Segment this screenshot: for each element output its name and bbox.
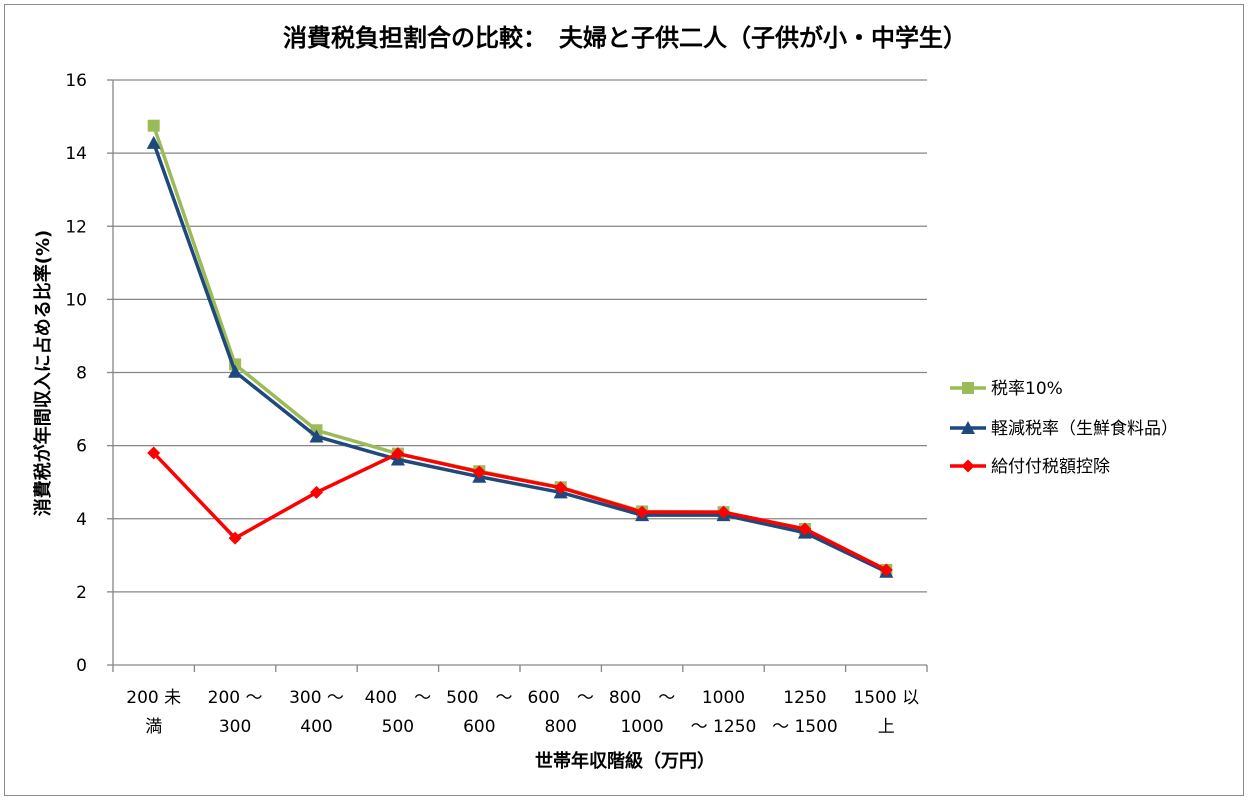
x-tick-label-9-1: 上 [878, 717, 895, 737]
data-point-1-0 [146, 135, 161, 149]
series-1 [146, 135, 894, 578]
y-axis-title: 消費税が年間収入に占める比率(%) [32, 230, 54, 517]
x-tick-label-0-0: 200 未 [126, 688, 181, 708]
chart-title: 消費税負担割合の比較： 夫婦と子供二人（子供が小・中学生） [283, 24, 967, 52]
y-tick-label-7: 14 [65, 144, 87, 164]
x-tick-labels: 200 未満 200 ～ 300 300 ～ 400 400 ～ 500 500 ～ 600 60… [126, 688, 919, 737]
x-tick-label-7-1: ～ 1250 [691, 717, 757, 737]
data-point-2-9 [879, 563, 893, 577]
legend-marker-0 [962, 382, 974, 394]
series-line-1 [152, 142, 888, 574]
legend-marker-1 [961, 421, 975, 434]
series-line-0 [152, 125, 888, 572]
data-point-2-0 [147, 446, 161, 460]
x-tick-label-3-0: 400 ～ [365, 688, 431, 708]
y-tick-label-2: 4 [76, 510, 87, 530]
x-tick-label-7-0: 1000 [702, 688, 745, 708]
legend-item-2: 給付付税額控除 [950, 457, 1110, 477]
x-tick-label-5-0: 600 ～ [527, 688, 593, 708]
series-group [146, 119, 894, 578]
legend-item-0: 税率10% [950, 379, 1063, 399]
data-point-1-1 [228, 364, 243, 378]
legend-label-1: 軽減税率（生鮮食料品） [991, 419, 1178, 439]
x-tick-label-1-1: 300 [219, 717, 251, 737]
data-point-2-7 [717, 505, 730, 519]
data-point-2-6 [635, 505, 649, 519]
x-tick-label-6-1: 1000 [620, 717, 663, 737]
legend-item-1: 軽減税率（生鮮食料品） [950, 419, 1178, 439]
axes [107, 79, 928, 672]
legend-marker-2 [961, 459, 975, 473]
x-tick-label-8-1: ～ 1500 [772, 717, 838, 737]
legend-label-0: 税率10% [991, 379, 1063, 399]
data-point-2-4 [472, 465, 486, 479]
data-point-2-5 [554, 481, 568, 495]
y-tick-label-3: 6 [76, 437, 87, 457]
y-tick-label-8: 16 [65, 71, 87, 91]
data-point-2-2 [310, 485, 323, 499]
data-point-0-0 [147, 119, 160, 132]
x-tick-label-2-0: 300 ～ [289, 688, 344, 708]
x-tick-label-4-1: 600 [463, 717, 495, 737]
series-0 [147, 119, 893, 576]
x-tick-label-1-0: 200 ～ [208, 688, 263, 708]
y-tick-label-0: 0 [76, 656, 87, 676]
x-tick-label-2-1: 400 [300, 717, 332, 737]
x-axis-title: 世帯年収階級（万円） [535, 750, 715, 772]
x-tick-label-8-0: 1250 [783, 688, 826, 708]
legend-label-2: 給付付税額控除 [991, 457, 1110, 477]
y-tick-label-5: 10 [65, 290, 87, 310]
x-tick-label-4-0: 500 ～ [446, 688, 512, 708]
series-line-2 [152, 451, 888, 572]
chart-frame [4, 4, 1244, 796]
x-tick-label-0-1: 満 [145, 717, 162, 737]
series-2 [147, 446, 893, 577]
x-tick-label-5-1: 800 [544, 717, 576, 737]
x-tick-label-6-0: 800 ～ [609, 688, 675, 708]
x-tick-label-9-0: 1500 以 [853, 688, 919, 708]
data-point-1-2 [309, 429, 324, 443]
gridlines [113, 79, 927, 593]
y-tick-label-4: 8 [76, 364, 87, 384]
y-tick-label-1: 2 [76, 583, 87, 603]
data-point-2-1 [228, 531, 242, 545]
data-point-2-8 [798, 522, 812, 536]
legend: 税率10% 軽減税率（生鮮食料品） 給付付税額控除 [950, 379, 1178, 477]
y-tick-labels: 0 2 4 6 8 10 12 14 16 [65, 71, 87, 676]
y-tick-label-6: 12 [65, 217, 87, 237]
x-tick-label-3-1: 500 [382, 717, 414, 737]
data-point-2-3 [391, 447, 405, 461]
